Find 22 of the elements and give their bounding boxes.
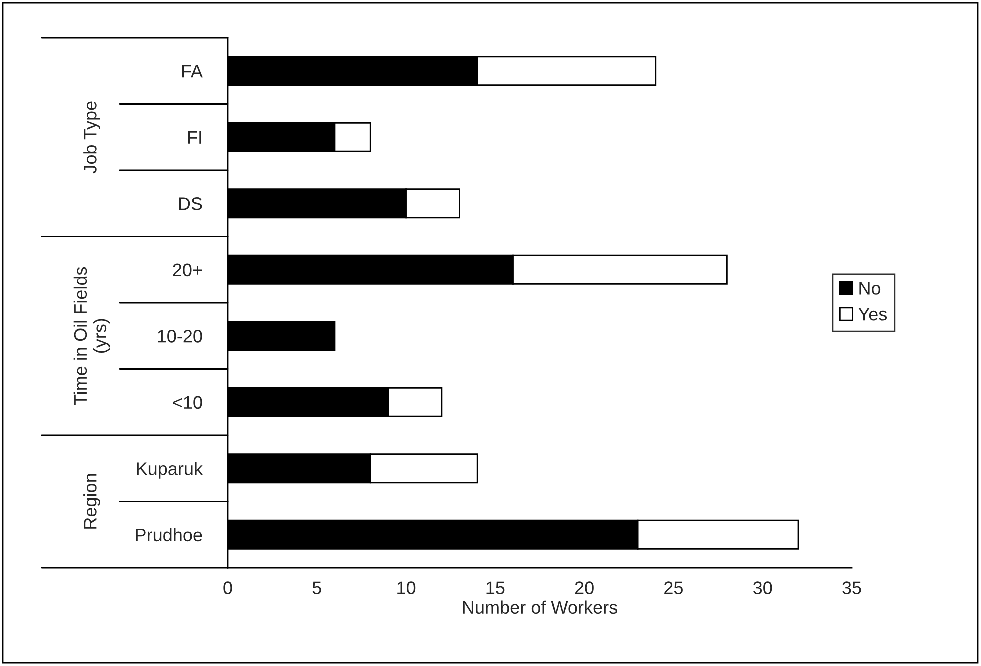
y-tick-label: 20+ — [173, 264, 202, 277]
x-tick-label: 35 — [842, 582, 862, 594]
y-tick-label: DS — [179, 198, 202, 210]
y-tick-label: <10 — [173, 396, 202, 410]
text: Time in Oil Fields (yrs) — [74, 267, 110, 406]
x-tick-label: 10 — [398, 582, 416, 594]
y-tick-label: 10-20 — [158, 330, 202, 343]
text: Region — [84, 474, 100, 529]
x-tick-label: 25 — [664, 582, 683, 594]
y-tick-label: Kuparuk — [137, 462, 204, 479]
x-axis-title: Number of Workers — [463, 600, 618, 614]
legend-label: No — [860, 282, 881, 295]
x-tick-label: 15 — [486, 582, 505, 594]
x-tick-label: 30 — [754, 582, 772, 594]
x-tick-label: 0 — [224, 582, 232, 594]
x-tick-label: 5 — [312, 582, 322, 594]
y-tick-label: Prudhoe — [136, 528, 202, 542]
text: Job Type — [84, 102, 100, 174]
y-tick-label: FA — [182, 65, 203, 78]
x-tick-label: 20 — [575, 582, 594, 594]
y-tick-label: FI — [188, 131, 202, 144]
legend-label: Yes — [858, 308, 888, 321]
